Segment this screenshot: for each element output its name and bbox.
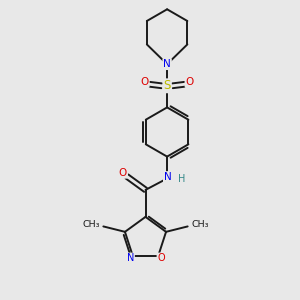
Text: N: N [127, 254, 134, 263]
Text: O: O [119, 168, 127, 178]
Text: S: S [164, 79, 171, 92]
Text: N: N [164, 172, 172, 182]
Text: O: O [185, 77, 194, 87]
Text: N: N [163, 59, 171, 69]
Text: O: O [140, 77, 149, 87]
Text: CH₃: CH₃ [191, 220, 209, 230]
Text: O: O [158, 254, 165, 263]
Text: H: H [178, 174, 186, 184]
Text: CH₃: CH₃ [82, 220, 100, 230]
